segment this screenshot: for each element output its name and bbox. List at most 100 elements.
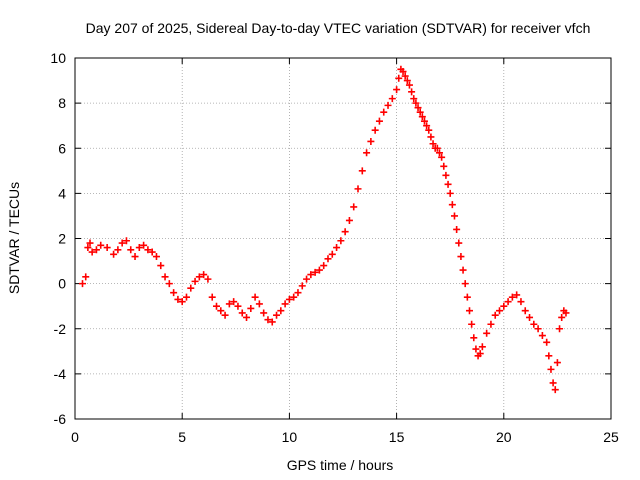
x-tick-label: 5 — [178, 429, 186, 445]
data-point — [446, 189, 454, 197]
y-tick-label: -4 — [54, 366, 67, 382]
data-point — [420, 117, 428, 125]
tick-labels: 0 5 10 15 20 25 -6 -4 -2 0 2 4 6 8 10 — [50, 50, 619, 445]
y-tick-label: 6 — [58, 140, 66, 156]
y-tick-label: 4 — [58, 185, 66, 201]
data-point — [140, 241, 148, 249]
data-point — [414, 104, 422, 112]
y-tick-label: 2 — [58, 231, 66, 247]
data-point — [496, 307, 504, 315]
data-point — [255, 300, 263, 308]
data-point — [303, 275, 311, 283]
data-point — [328, 250, 336, 258]
data-point — [285, 295, 293, 303]
data-point — [324, 255, 332, 263]
axis-ticks — [74, 57, 612, 420]
data-point — [84, 244, 92, 252]
data-point — [556, 325, 564, 333]
data-point — [311, 268, 319, 276]
data-point — [440, 162, 448, 170]
chart-title: Day 207 of 2025, Sidereal Day-to-day VTE… — [86, 20, 591, 36]
data-point — [465, 307, 473, 315]
data-point — [260, 309, 268, 317]
data-point — [152, 253, 160, 261]
data-point — [384, 101, 392, 109]
data-point — [412, 99, 420, 107]
data-point — [247, 304, 255, 312]
data-point — [450, 212, 458, 220]
data-point — [320, 262, 328, 270]
data-point — [461, 280, 469, 288]
data-point — [208, 293, 216, 301]
data-point — [513, 291, 521, 299]
data-point — [135, 244, 143, 252]
data-point — [558, 313, 566, 321]
data-point — [457, 253, 465, 261]
data-point — [459, 266, 467, 274]
data-point — [553, 359, 561, 367]
data-point — [118, 239, 126, 247]
data-point — [500, 302, 508, 310]
data-point — [427, 133, 435, 141]
data-point — [543, 338, 551, 346]
data-point — [551, 386, 559, 394]
data-point — [225, 300, 233, 308]
data-point — [350, 203, 358, 211]
data-point — [114, 246, 122, 254]
data-point — [549, 379, 557, 387]
data-point — [79, 280, 87, 288]
data-point — [294, 289, 302, 297]
data-point — [367, 137, 375, 145]
data-point — [243, 313, 251, 321]
data-point — [251, 293, 259, 301]
data-point — [290, 293, 298, 301]
data-point — [131, 253, 139, 261]
x-tick-label: 15 — [389, 429, 405, 445]
x-tick-label: 0 — [71, 429, 79, 445]
data-point — [170, 289, 178, 297]
data-point — [354, 185, 362, 193]
data-point — [429, 140, 437, 148]
data-point — [345, 216, 353, 224]
data-point — [217, 307, 225, 315]
data-point — [333, 244, 341, 252]
data-point — [521, 307, 529, 315]
data-point — [127, 246, 135, 254]
data-point — [281, 300, 289, 308]
data-point — [234, 302, 242, 310]
data-point — [144, 246, 152, 254]
data-point — [472, 345, 480, 353]
data-point — [277, 307, 285, 315]
data-point — [476, 350, 484, 358]
data-point — [110, 250, 118, 258]
data-point — [122, 237, 130, 245]
data-point — [273, 311, 281, 319]
data-point — [298, 282, 306, 290]
x-tick-label: 10 — [282, 429, 298, 445]
data-point — [547, 365, 555, 373]
data-point — [538, 332, 546, 340]
data-point — [487, 320, 495, 328]
data-point — [375, 117, 383, 125]
data-point — [448, 201, 456, 209]
y-tick-label: 8 — [58, 95, 66, 111]
data-point — [363, 149, 371, 157]
data-point — [393, 86, 401, 94]
data-point — [491, 311, 499, 319]
data-point — [403, 77, 411, 85]
data-point — [268, 318, 276, 326]
data-point — [204, 275, 212, 283]
data-point — [534, 325, 542, 333]
data-point — [410, 95, 418, 103]
data-point — [315, 266, 323, 274]
data-point — [182, 293, 190, 301]
y-tick-label: 0 — [58, 276, 66, 292]
data-point — [463, 293, 471, 301]
data-point — [433, 144, 441, 152]
data-point — [191, 277, 199, 285]
data-point — [97, 241, 105, 249]
data-point — [504, 298, 512, 306]
y-tick-label: -6 — [54, 411, 67, 427]
data-point — [230, 298, 238, 306]
